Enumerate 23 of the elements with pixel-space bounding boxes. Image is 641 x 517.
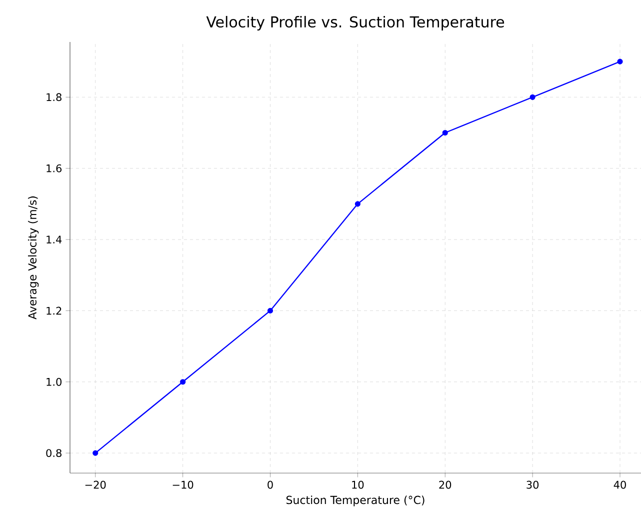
point <box>530 94 536 100</box>
y-tick-label: 0.8 <box>46 449 62 458</box>
y-axis-title: Average Velocity (m/s) <box>28 196 39 320</box>
y-tick-label: 1.4 <box>46 236 62 244</box>
x-tick-label: −20 <box>85 480 106 489</box>
x-tick-label: 20 <box>439 480 452 489</box>
x-tick-label: 0 <box>268 480 273 489</box>
x-tick-label: 10 <box>352 480 364 489</box>
point <box>354 201 360 207</box>
y-tick-label: 1.0 <box>46 378 62 386</box>
x-tick-label: 30 <box>526 480 539 489</box>
x-axis-title: Suction Temperature (°C) <box>286 496 424 506</box>
y-tick-label: 1.6 <box>46 164 62 172</box>
y-tick-label: 1.8 <box>46 93 62 102</box>
chart-title: Velocity Profile vs. Suction Temperature <box>206 16 504 30</box>
x-tick-label: −10 <box>172 480 194 489</box>
point <box>442 130 448 136</box>
point <box>180 379 186 385</box>
point <box>92 450 98 456</box>
point <box>267 308 274 314</box>
x-tick-label: 40 <box>614 480 626 489</box>
y-tick-label: 1.2 <box>46 306 62 315</box>
point <box>617 58 623 64</box>
